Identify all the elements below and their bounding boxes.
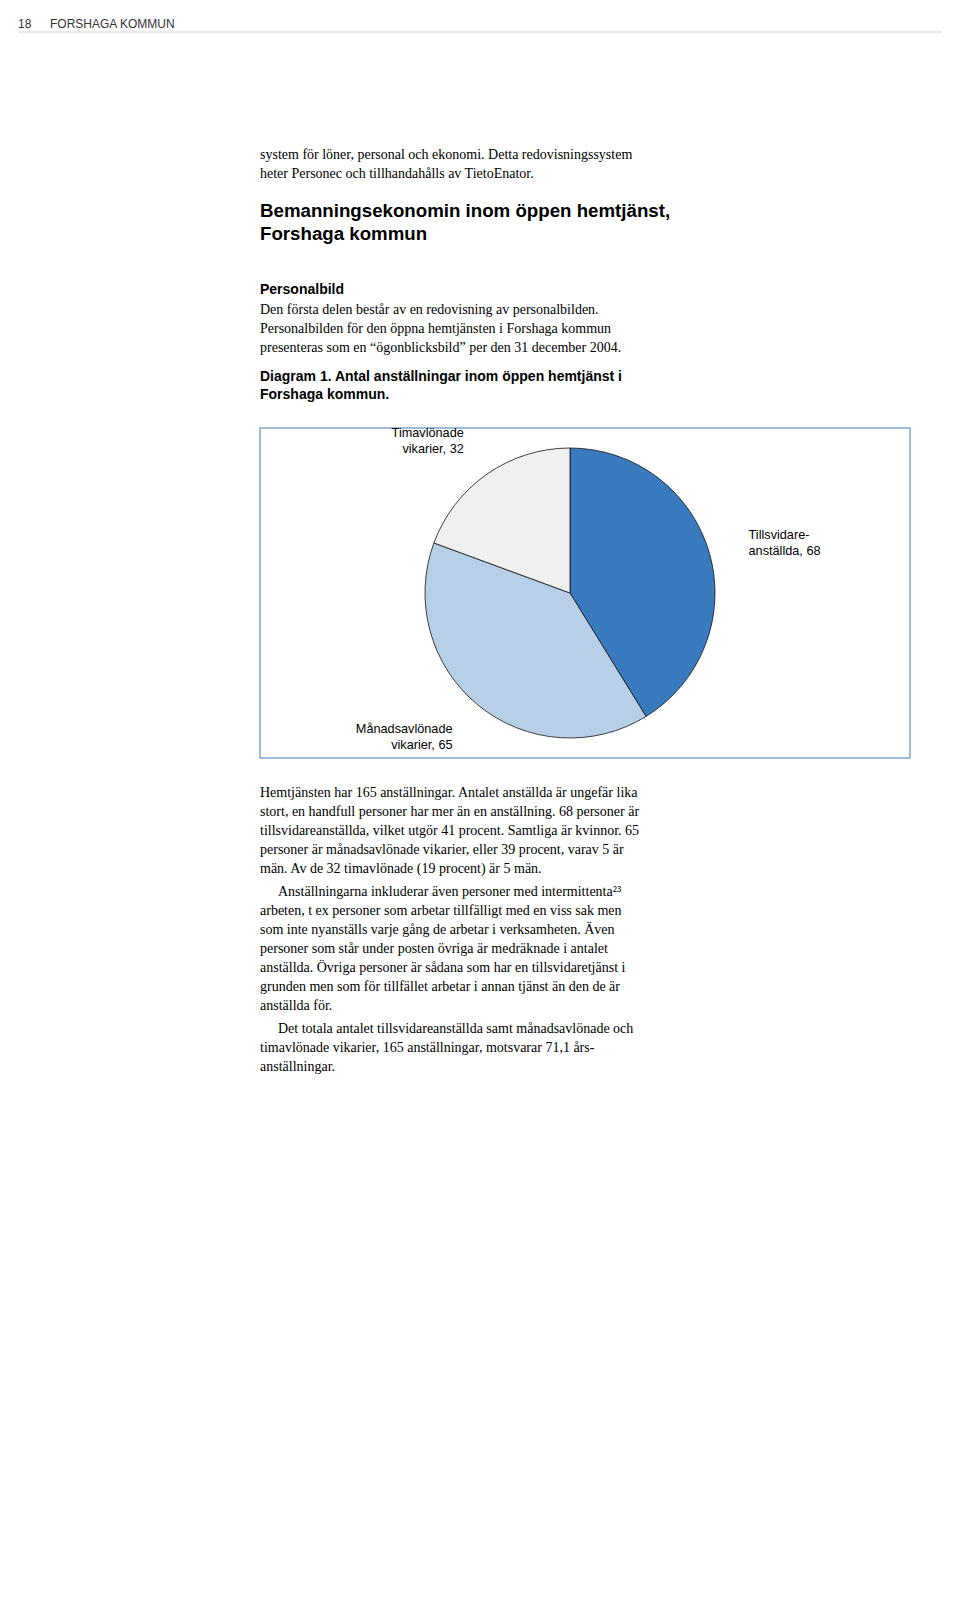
section-title: Bemanningsekonomin inom öppen hemtjänst,… xyxy=(260,200,670,244)
page-header: FORSHAGA KOMMUN xyxy=(50,17,175,31)
subsection-title: Personalbild xyxy=(260,281,344,297)
body-text: Den första delen består av en redovisnin… xyxy=(260,302,599,317)
header-rule xyxy=(18,32,942,33)
body-paragraph: Det totala antalet tillsvidareanställda … xyxy=(260,1021,633,1074)
chart-frame xyxy=(260,428,910,758)
intro-text: heter Personec och tillhandahålls av Tie… xyxy=(260,166,534,181)
intro-text: system för löner, personal och ekonomi. … xyxy=(260,147,632,162)
body-paragraph: Hemtjänsten har 165 anställningar. Antal… xyxy=(260,785,639,877)
page: 18 FORSHAGA KOMMUN system för löner, perso… xyxy=(0,0,960,1599)
slice-label: Månadsavlönadevikarier, 65 xyxy=(356,722,453,753)
slice-labels: Tillsvidare-anställda, 68 Månadsavlönadev… xyxy=(356,426,821,752)
pie-slice xyxy=(434,448,570,593)
body-text: Personalbilden för den öppna hemtjänsten… xyxy=(260,321,611,336)
body-text: presenteras som en “ögonblicksbild” per … xyxy=(260,340,621,355)
slice-label: Timavlönadevikarier, 32 xyxy=(392,426,464,457)
chart-title: Diagram 1. Antal anställningar inom öppe… xyxy=(260,368,622,402)
page-number: 18 xyxy=(18,17,32,31)
pie xyxy=(425,448,715,738)
slice-label: Tillsvidare-anställda, 68 xyxy=(749,528,821,559)
body-paragraph: Anställningarna inkluderar även personer… xyxy=(260,884,626,1013)
